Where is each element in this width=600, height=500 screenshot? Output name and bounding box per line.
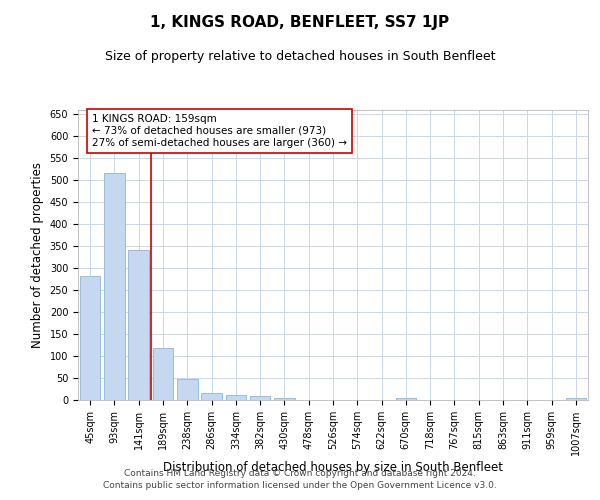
X-axis label: Distribution of detached houses by size in South Benfleet: Distribution of detached houses by size … [163, 460, 503, 473]
Text: 1, KINGS ROAD, BENFLEET, SS7 1JP: 1, KINGS ROAD, BENFLEET, SS7 1JP [151, 15, 449, 30]
Bar [395, 398, 416, 400]
Bar [177, 379, 197, 400]
Bar [152, 348, 173, 400]
Bar [250, 396, 271, 400]
Bar [566, 398, 586, 400]
Text: Size of property relative to detached houses in South Benfleet: Size of property relative to detached ho… [105, 50, 495, 63]
Bar [201, 393, 222, 400]
Text: Contains HM Land Registry data © Crown copyright and database right 2024.
Contai: Contains HM Land Registry data © Crown c… [103, 468, 497, 490]
Bar [226, 395, 246, 400]
Bar [274, 398, 295, 400]
Bar [128, 250, 149, 400]
Bar [104, 174, 125, 400]
Bar [80, 276, 100, 400]
Y-axis label: Number of detached properties: Number of detached properties [31, 162, 44, 348]
Text: 1 KINGS ROAD: 159sqm
← 73% of detached houses are smaller (973)
27% of semi-deta: 1 KINGS ROAD: 159sqm ← 73% of detached h… [92, 114, 347, 148]
